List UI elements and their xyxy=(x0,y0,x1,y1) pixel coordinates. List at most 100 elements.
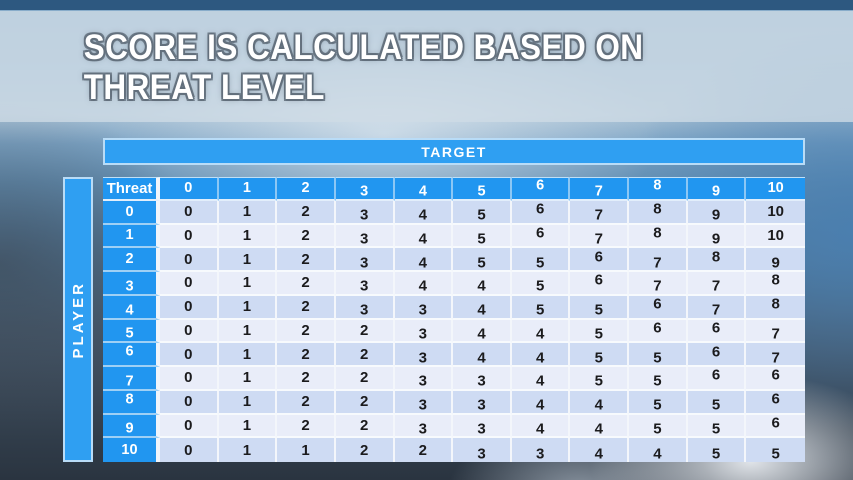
digit-glyph: 2 xyxy=(301,226,310,244)
digit-glyph: 5 xyxy=(711,396,721,414)
digit-glyph: 1 xyxy=(301,441,310,459)
score-cell: 1 xyxy=(218,200,278,225)
digit-glyph: 5 xyxy=(477,254,486,272)
score-cell: 2 xyxy=(335,390,395,415)
digit-glyph: 4 xyxy=(535,396,545,414)
score-cell: 8 xyxy=(629,224,688,249)
digit-glyph: 2 xyxy=(301,369,310,387)
score-cell: 4 xyxy=(394,272,454,296)
slide-title: SCORE IS CALCULATED BASED ON THREAT LEVE… xyxy=(0,11,768,108)
digit-glyph: 0 xyxy=(184,203,193,221)
score-cell: 5 xyxy=(629,367,688,391)
score-cell: 5 xyxy=(511,272,571,296)
digit-glyph: 3 xyxy=(360,183,369,200)
score-cell: 6 xyxy=(687,319,747,344)
score-cell: 1 xyxy=(218,224,278,249)
digit-glyph: 5 xyxy=(594,349,603,367)
score-cell: 5 xyxy=(570,343,630,367)
digit-glyph: 6 xyxy=(771,414,780,432)
score-cell: 0 xyxy=(160,248,219,272)
target-col-header: 5 xyxy=(453,177,512,201)
digit-glyph: 0 xyxy=(125,203,134,220)
digit-glyph: 1 xyxy=(242,369,252,387)
score-cell: 4 xyxy=(511,343,571,367)
score-cell: 4 xyxy=(394,200,454,225)
target-col-header: 1 xyxy=(218,177,278,201)
digit-glyph: 6 xyxy=(535,200,545,218)
score-cell: 4 xyxy=(511,319,571,344)
score-cell: 0 xyxy=(160,272,219,296)
target-col-header: 3 xyxy=(335,177,395,201)
digit-glyph: 3 xyxy=(418,372,428,390)
score-cell: 1 xyxy=(218,414,278,439)
digit-glyph: 0 xyxy=(775,203,785,221)
target-col-header: 7 xyxy=(570,177,630,201)
target-col-header: 9 xyxy=(687,177,747,201)
target-axis-label: TARGET xyxy=(421,143,487,160)
score-cell: 2 xyxy=(394,438,454,462)
digit-glyph: 4 xyxy=(477,301,486,319)
digit-glyph: 6 xyxy=(711,343,721,361)
digit-glyph: 1 xyxy=(242,345,252,363)
digit-glyph: 9 xyxy=(125,420,134,437)
digit-glyph: 0 xyxy=(129,442,138,459)
digit-glyph: 2 xyxy=(301,321,310,339)
digit-glyph: 3 xyxy=(418,349,428,367)
digit-glyph: 3 xyxy=(418,420,428,438)
digit-glyph: 8 xyxy=(711,248,721,266)
score-cell: 5 xyxy=(687,390,747,415)
digit-glyph: 1 xyxy=(242,298,252,316)
score-cell: 3 xyxy=(335,224,395,249)
player-row-header: 2 xyxy=(103,248,160,272)
table-corner-header: Threat xyxy=(103,177,160,201)
digit-glyph: 9 xyxy=(771,254,780,272)
digit-glyph: 5 xyxy=(771,445,780,462)
score-cell: 1 xyxy=(277,438,336,462)
digit-glyph: 3 xyxy=(477,420,486,438)
digit-glyph: 1 xyxy=(125,227,134,244)
score-cell: 6 xyxy=(570,272,630,296)
digit-glyph: 2 xyxy=(360,441,369,459)
score-cell: 4 xyxy=(511,367,571,391)
digit-glyph: 8 xyxy=(653,200,662,218)
digit-glyph: 3 xyxy=(418,325,428,343)
player-row-header: 4 xyxy=(103,295,160,320)
score-cell: 2 xyxy=(277,224,336,249)
score-cell: 3 xyxy=(394,319,454,344)
score-cell: 4 xyxy=(570,414,630,439)
player-axis-label: PLAYER xyxy=(69,280,87,359)
score-cell: 4 xyxy=(511,414,571,439)
player-row-header: 5 xyxy=(103,319,160,344)
digit-glyph: 7 xyxy=(653,277,662,295)
score-cell: 3 xyxy=(394,367,454,391)
score-cell: 7 xyxy=(570,200,630,225)
score-cell: 3 xyxy=(453,367,512,391)
digit-glyph: 3 xyxy=(477,372,486,390)
digit-glyph: 2 xyxy=(301,416,310,434)
score-cell: 5 xyxy=(687,438,747,462)
digit-glyph: 3 xyxy=(535,445,545,462)
score-cell: 5 xyxy=(570,367,630,391)
player-row-header: 3 xyxy=(103,272,160,296)
score-cell: 4 xyxy=(511,390,571,415)
score-cell: 5 xyxy=(687,414,747,439)
player-row-header: 0 xyxy=(103,200,160,225)
score-cell: 3 xyxy=(453,438,512,462)
digit-glyph: 2 xyxy=(301,298,310,316)
score-cell: 3 xyxy=(335,200,395,225)
digit-glyph: 5 xyxy=(535,301,545,319)
score-cell: 0 xyxy=(160,200,219,225)
score-cell: 7 xyxy=(687,295,747,320)
score-cell: 7 xyxy=(570,224,630,249)
digit-glyph: 2 xyxy=(360,369,369,387)
score-matrix-table: Threat 0 1 2 3 4 5 6 7 8 9 1 0 0 0 1 2 3 4 5 6 7 8 9 1 0 1 0 1 2 3 4 5 6 7… xyxy=(103,177,805,462)
score-cell: 0 xyxy=(160,367,219,391)
score-cell: 2 xyxy=(335,414,395,439)
score-cell: 4 xyxy=(394,248,454,272)
digit-glyph: 0 xyxy=(184,298,193,316)
digit-glyph: 2 xyxy=(301,180,310,197)
digit-glyph: 2 xyxy=(301,274,310,292)
digit-glyph: 2 xyxy=(301,393,310,411)
digit-glyph: 2 xyxy=(360,416,369,434)
digit-glyph: 5 xyxy=(653,396,662,414)
